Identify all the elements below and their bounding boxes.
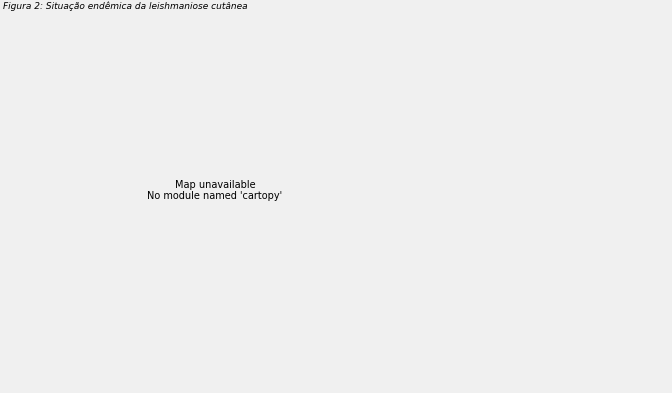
Text: Figura 2: Situação endêmica da leishmaniose cutânea: Figura 2: Situação endêmica da leishmani… — [3, 2, 248, 11]
Text: Map unavailable
No module named 'cartopy': Map unavailable No module named 'cartopy… — [147, 180, 283, 201]
